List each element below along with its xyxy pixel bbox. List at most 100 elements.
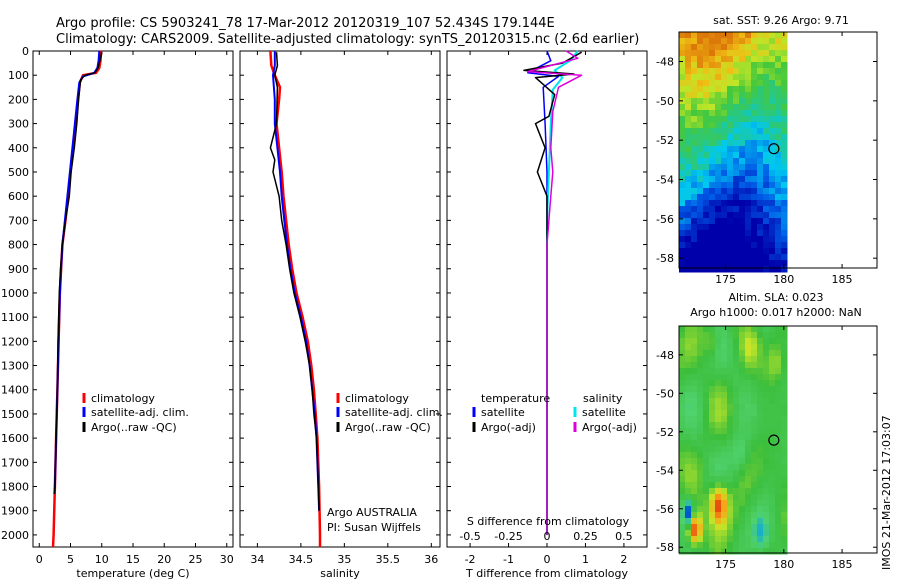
map-cell: [763, 170, 770, 177]
map-cell: [733, 446, 740, 453]
map-cell: [703, 380, 710, 387]
map-cell: [679, 458, 686, 465]
map-cell: [679, 464, 686, 471]
map-cell: [745, 68, 752, 75]
map-cell: [763, 194, 770, 201]
map-cell: [721, 266, 728, 273]
map-cell: [781, 44, 788, 51]
map-cell: [781, 212, 788, 219]
map-cell: [733, 266, 740, 273]
map-cell: [757, 176, 764, 183]
map-cell: [679, 332, 686, 339]
map-cell: [781, 536, 788, 543]
map-cell: [721, 434, 728, 441]
map-cell: [739, 344, 746, 351]
map-cell: [739, 122, 746, 129]
map-cell: [763, 440, 770, 447]
map-cell: [697, 68, 704, 75]
map-cell: [727, 488, 734, 495]
map-cell: [757, 254, 764, 261]
map-cell: [721, 482, 728, 489]
map-cell: [727, 482, 734, 489]
map-cell: [721, 242, 728, 249]
map-cell: [691, 392, 698, 399]
map-cell: [691, 398, 698, 405]
map-cell: [685, 536, 692, 543]
map-cell: [703, 140, 710, 147]
map-cell: [679, 350, 686, 357]
map-cell: [763, 446, 770, 453]
map-cell: [697, 332, 704, 339]
map-cell: [757, 224, 764, 231]
map-cell: [751, 404, 758, 411]
map-cell: [757, 452, 764, 459]
map-cell: [739, 458, 746, 465]
map-cell: [709, 152, 716, 159]
map-cell: [691, 62, 698, 69]
map-cell: [751, 116, 758, 123]
map-cell: [781, 152, 788, 159]
map-cell: [703, 62, 710, 69]
map-cell: [721, 404, 728, 411]
map-cell: [751, 374, 758, 381]
map-cell: [769, 362, 776, 369]
map-cell: [781, 80, 788, 87]
map-cell: [721, 200, 728, 207]
map-cell: [751, 218, 758, 225]
map-cell: [745, 452, 752, 459]
map-cell: [733, 512, 740, 519]
map-cell: [769, 44, 776, 51]
map-cell: [751, 350, 758, 357]
map-cell: [709, 56, 716, 63]
map-cell: [757, 338, 764, 345]
map-cell: [697, 404, 704, 411]
map-cell: [733, 524, 740, 531]
map-cell: [781, 122, 788, 129]
map-cell: [757, 242, 764, 249]
map-cell: [709, 254, 716, 261]
map-cell: [781, 266, 788, 273]
map-cell: [745, 128, 752, 135]
y-tick-label: 700: [8, 214, 29, 227]
map-cell: [763, 146, 770, 153]
map-cell: [727, 248, 734, 255]
map-cell: [739, 386, 746, 393]
map-cell: [733, 98, 740, 105]
map-cell: [715, 86, 722, 93]
map-cell: [709, 110, 716, 117]
map-cell: [679, 200, 686, 207]
x-axis-label: salinity: [320, 567, 360, 580]
map-cell: [751, 206, 758, 213]
map-cell: [739, 116, 746, 123]
map-cell: [697, 116, 704, 123]
map-cell: [751, 164, 758, 171]
map-cell: [757, 266, 764, 273]
map-cell: [691, 518, 698, 525]
map-cell: [721, 260, 728, 267]
map-cell: [691, 224, 698, 231]
map-cell: [751, 200, 758, 207]
map-cell: [739, 506, 746, 513]
map-cell: [739, 524, 746, 531]
map-cell: [727, 200, 734, 207]
map-cell: [703, 86, 710, 93]
map-cell: [685, 140, 692, 147]
map-cell: [691, 50, 698, 57]
map-cell: [739, 74, 746, 81]
map-x-tick-label: 175: [715, 273, 736, 286]
map-cell: [769, 92, 776, 99]
map-cell: [739, 176, 746, 183]
map-cell: [685, 356, 692, 363]
map-cell: [691, 122, 698, 129]
map-cell: [745, 494, 752, 501]
map-cell: [757, 116, 764, 123]
map-cell: [769, 230, 776, 237]
map-cell: [781, 506, 788, 513]
map-cell: [697, 146, 704, 153]
map-cell: [697, 482, 704, 489]
map-cell: [763, 458, 770, 465]
map-cell: [697, 326, 704, 333]
map-cell: [745, 194, 752, 201]
map-cell: [739, 98, 746, 105]
map-cell: [757, 134, 764, 141]
